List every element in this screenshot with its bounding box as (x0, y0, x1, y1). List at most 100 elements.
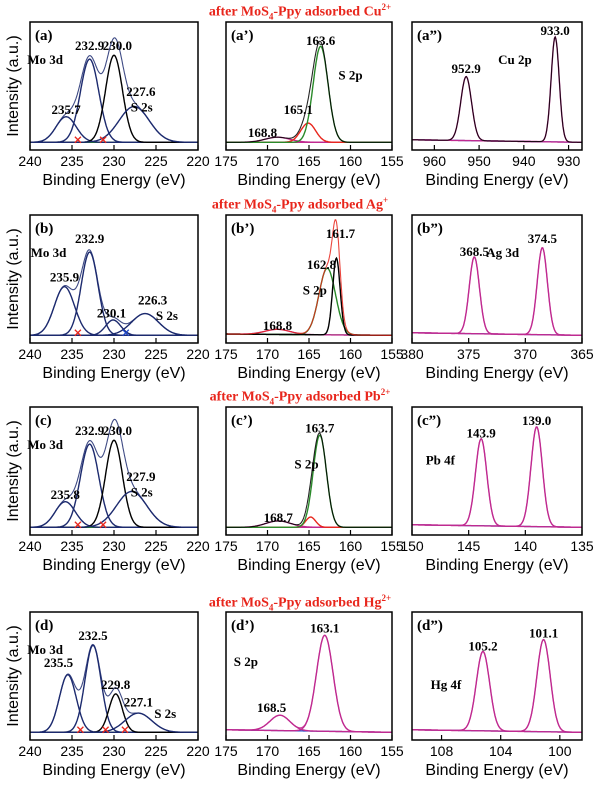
peak-label-b-2: 230.1 (97, 305, 126, 320)
envelope-c1 (226, 432, 392, 528)
peak-label-d-2: 229.8 (101, 677, 131, 692)
xtick-label-c2-1: 145 (457, 538, 481, 554)
xtick-label-b1-3: 160 (339, 346, 363, 362)
xlabel-a1: Binding Energy (eV) (237, 172, 380, 189)
xtick-label-b2-1: 375 (457, 346, 481, 362)
peak-label-b2-1: 374.5 (528, 231, 558, 246)
xlabel-c1: Binding Energy (eV) (237, 557, 380, 574)
xtick-label-c-3: 225 (144, 538, 168, 554)
xtick-label-d-4: 220 (186, 743, 210, 759)
peak-label-c2-0: 143.9 (467, 426, 497, 441)
region-label-c1-0: S 2p (294, 456, 318, 471)
peak-c1-2 (226, 434, 392, 528)
panel-label-c1: (c’) (231, 413, 253, 429)
xtick-label-d2-0: 108 (430, 743, 454, 759)
xtick-label-b-2: 230 (102, 346, 126, 362)
peak-b2-0 (412, 256, 582, 336)
xlabel-b: Binding Energy (eV) (42, 365, 185, 382)
envelope-b1 (226, 219, 392, 336)
xtick-label-b2-2: 370 (514, 346, 538, 362)
peak-label-c-3: 227.9 (126, 469, 156, 484)
panel-label-c2: (c”) (417, 413, 441, 429)
xtick-label-a1-0: 175 (214, 153, 238, 169)
xtick-label-c1-4: 155 (380, 538, 404, 554)
xlabel-d2: Binding Energy (eV) (425, 762, 568, 779)
xtick-label-c-2: 230 (102, 538, 126, 554)
row-title-ag: after MoS4-Ppy adsorbed Ag+ (211, 195, 389, 215)
peak-label-a1-2: 168.8 (248, 125, 278, 140)
xtick-label-b2-0: 380 (400, 346, 424, 362)
xtick-label-c2-2: 140 (514, 538, 538, 554)
xlabel-b2: Binding Energy (eV) (425, 365, 568, 382)
xtick-label-d1-3: 160 (339, 743, 363, 759)
peak-a-1 (30, 58, 198, 143)
envelope-b (29, 249, 198, 336)
region-label-b2-0: Ag 3d (486, 245, 520, 260)
panel-label-c: (c) (35, 413, 52, 429)
region-label-a1-0: S 2p (338, 68, 362, 83)
region-label-c2-0: Pb 4f (426, 453, 456, 468)
panel-label-d: (d) (35, 618, 53, 634)
xtick-label-b-0: 240 (18, 346, 42, 362)
marker-d-1 (102, 726, 110, 734)
peak-label-d1-0: 163.1 (310, 620, 339, 635)
region-label-b-0: Mo 3d (31, 245, 68, 260)
panel-label-a2: (a”) (417, 28, 442, 44)
peak-c2-1 (412, 426, 582, 528)
marker-a-0 (74, 136, 82, 144)
row-title-pb: after MoS4-Ppy adsorbed Pb2+ (209, 387, 391, 407)
xtick-label-a-0: 240 (18, 153, 42, 169)
envelope-c2 (412, 426, 582, 528)
xtick-label-b1-1: 170 (256, 346, 280, 362)
peak-label-b2-0: 368.5 (460, 244, 490, 259)
xlabel-d1: Binding Energy (eV) (237, 762, 380, 779)
xtick-label-d1-2: 165 (297, 743, 321, 759)
peak-label-a-2: 230.0 (103, 38, 132, 53)
peak-label-c2-1: 139.0 (522, 413, 551, 428)
xtick-label-b-1: 235 (60, 346, 84, 362)
xlabel-b1: Binding Energy (eV) (237, 365, 380, 382)
xlabel-a2: Binding Energy (eV) (425, 172, 568, 189)
panel-label-d1: (d’) (231, 618, 254, 634)
xtick-label-a-4: 220 (186, 153, 210, 169)
xtick-label-c1-2: 165 (297, 538, 321, 554)
peak-d1-1 (226, 634, 392, 733)
panel-label-a: (a) (35, 28, 53, 44)
peak-label-b1-2: 168.8 (263, 318, 293, 333)
peak-label-b1-0: 161.7 (326, 226, 356, 241)
xtick-label-d-2: 230 (102, 743, 126, 759)
peak-label-a2-1: 933.0 (541, 23, 570, 38)
marker-b-1 (122, 329, 130, 337)
xtick-label-b1-4: 155 (380, 346, 404, 362)
region-label-a-1: S 2s (131, 100, 153, 115)
peak-label-b-1: 232.9 (75, 231, 105, 246)
xtick-label-d2-1: 104 (489, 743, 513, 759)
region-label-d1-0: S 2p (234, 654, 258, 669)
peak-label-d-3: 227.1 (124, 695, 153, 710)
peak-c1-1 (226, 516, 392, 528)
peak-b2-1 (412, 246, 582, 336)
xtick-label-b-4: 220 (186, 346, 210, 362)
xtick-label-d-3: 225 (144, 743, 168, 759)
xtick-label-c1-1: 170 (256, 538, 280, 554)
peak-label-c1-0: 163.7 (305, 421, 335, 436)
xtick-label-d1-1: 170 (256, 743, 280, 759)
axes-frame-c2 (411, 406, 583, 536)
envelope-d2 (412, 638, 582, 733)
peak-label-b-0: 235.9 (50, 270, 80, 285)
panel-label-b1: (b’) (231, 221, 254, 237)
ylabel-c: Intensity (a.u.) (5, 420, 22, 521)
panel-label-b2: (b”) (417, 221, 443, 237)
panel-label-d2: (d”) (417, 618, 443, 634)
peak-label-b-3: 226.3 (138, 293, 168, 308)
peak-label-d-1: 232.5 (78, 628, 108, 643)
xtick-label-a-1: 235 (60, 153, 84, 169)
